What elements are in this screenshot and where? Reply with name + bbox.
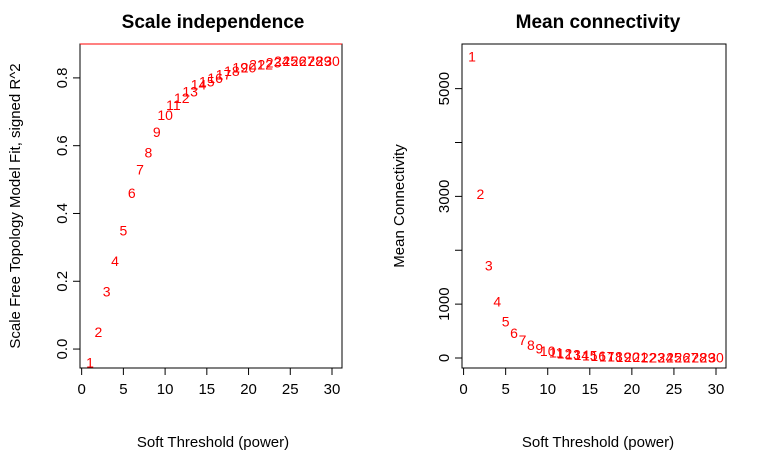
data-point-label: 9 xyxy=(153,124,161,140)
data-point-label: 14 xyxy=(574,347,590,363)
data-point-label: 21 xyxy=(249,56,265,72)
data-point-label: 22 xyxy=(257,56,273,72)
y-tick-label: 0.4 xyxy=(54,203,71,224)
data-point-label: 4 xyxy=(493,293,501,309)
data-point-label: 16 xyxy=(207,70,223,86)
x-tick-label: 30 xyxy=(324,381,341,398)
data-point-label: 19 xyxy=(232,60,248,76)
y-tick-label: 5000 xyxy=(436,72,453,105)
data-point-label: 12 xyxy=(174,90,190,106)
data-point-label: 28 xyxy=(308,53,324,69)
data-point-label: 25 xyxy=(282,53,298,69)
x-axis: 0 5 10 15 20 25 30 xyxy=(459,367,725,398)
y-tick-label: 1000 xyxy=(436,287,453,320)
chart-title: Scale independence xyxy=(122,12,305,33)
x-tick-label: 10 xyxy=(157,381,174,398)
data-point-label: 16 xyxy=(590,348,606,364)
data-point-label: 13 xyxy=(565,346,581,362)
data-point-label: 29 xyxy=(316,53,332,69)
data-point-label: 3 xyxy=(485,257,493,273)
mean-connectivity-panel: Mean connectivity 0 5 10 15 20 25 30 010003000… xyxy=(391,12,727,451)
data-point-label: 4 xyxy=(111,253,119,269)
scale-independence-panel: Scale independence 0 5 10 15 20 25 30 0.00.20.… xyxy=(7,12,343,451)
x-tick-label: 15 xyxy=(198,381,215,398)
x-tick-label: 20 xyxy=(240,381,257,398)
data-point-label: 30 xyxy=(708,350,724,366)
y-tick-label: 0.0 xyxy=(54,339,71,360)
data-point-label: 2 xyxy=(477,186,485,202)
data-point-label: 10 xyxy=(540,343,556,359)
data-point-label: 9 xyxy=(535,341,543,357)
data-point-label: 13 xyxy=(182,83,198,99)
data-point-label: 24 xyxy=(658,349,674,365)
x-axis-label: Soft Threshold (power) xyxy=(137,434,289,451)
data-point-label: 27 xyxy=(683,350,699,366)
data-point-label: 18 xyxy=(607,349,623,365)
data-point-label: 1 xyxy=(468,48,476,64)
x-axis-label: Soft Threshold (power) xyxy=(522,434,674,451)
data-point-label: 2 xyxy=(94,324,102,340)
data-point-label: 20 xyxy=(624,349,640,365)
x-tick-label: 0 xyxy=(77,381,85,398)
x-tick-label: 10 xyxy=(539,381,556,398)
x-axis: 0 5 10 15 20 25 30 xyxy=(77,367,341,398)
x-tick-label: 25 xyxy=(282,381,299,398)
data-point-label: 5 xyxy=(119,222,127,238)
x-tick-label: 30 xyxy=(708,381,725,398)
data-point-label: 17 xyxy=(599,348,615,364)
data-point-label: 14 xyxy=(191,77,207,93)
x-tick-label: 5 xyxy=(501,381,509,398)
y-axis: 0 1000 3000 5000 xyxy=(436,72,463,362)
data-point-label: 28 xyxy=(691,350,707,366)
data-point-label: 20 xyxy=(241,60,257,76)
x-tick-label: 15 xyxy=(581,381,598,398)
x-tick-label: 20 xyxy=(624,381,641,398)
plot-frame xyxy=(79,43,343,369)
x-tick-label: 5 xyxy=(119,381,127,398)
data-point-label: 19 xyxy=(616,349,632,365)
data-point-label: 11 xyxy=(166,97,181,113)
y-tick-label: 3000 xyxy=(436,180,453,213)
data-point-label: 21 xyxy=(632,349,648,365)
data-point-label: 7 xyxy=(519,332,527,348)
data-point-label: 6 xyxy=(510,325,518,341)
data-points: 1234567891011121314151617181920212223242… xyxy=(86,53,340,371)
data-point-label: 10 xyxy=(157,107,173,123)
x-tick-label: 25 xyxy=(666,381,683,398)
data-point-label: 22 xyxy=(641,349,657,365)
data-point-label: 23 xyxy=(649,349,665,365)
data-point-label: 24 xyxy=(274,53,290,69)
y-tick-label: 0.2 xyxy=(54,271,71,292)
data-point-label: 26 xyxy=(291,53,307,69)
data-point-label: 5 xyxy=(502,313,510,329)
data-point-label: 18 xyxy=(224,63,240,79)
data-point-label: 7 xyxy=(136,161,144,177)
y-tick-label: 0 xyxy=(436,354,453,362)
data-point-label: 12 xyxy=(557,346,573,362)
data-point-label: 25 xyxy=(666,350,682,366)
data-point-label: 11 xyxy=(549,345,564,361)
data-point-label: 17 xyxy=(216,67,232,83)
data-point-label: 1 xyxy=(86,355,94,371)
data-point-label: 8 xyxy=(145,144,153,160)
x-tick-label: 0 xyxy=(459,381,467,398)
y-axis: 0.0 0.2 0.4 0.6 0.8 xyxy=(54,67,81,360)
data-point-label: 8 xyxy=(527,337,535,353)
y-tick-label: 0.8 xyxy=(54,67,71,88)
data-point-label: 15 xyxy=(582,348,598,364)
y-axis-label: Scale Free Topology Model Fit, signed R^… xyxy=(7,63,24,348)
data-point-label: 23 xyxy=(266,55,282,71)
data-point-label: 26 xyxy=(675,350,691,366)
y-axis-label: Mean Connectivity xyxy=(391,144,408,268)
y-tick-label: 0.6 xyxy=(54,135,71,156)
data-point-label: 27 xyxy=(299,53,315,69)
data-point-label: 29 xyxy=(700,350,716,366)
chart-title: Mean connectivity xyxy=(516,12,681,33)
data-point-label: 6 xyxy=(128,185,136,201)
data-point-label: 3 xyxy=(103,283,111,299)
data-point-label: 30 xyxy=(324,53,340,69)
data-point-label: 15 xyxy=(199,73,215,89)
